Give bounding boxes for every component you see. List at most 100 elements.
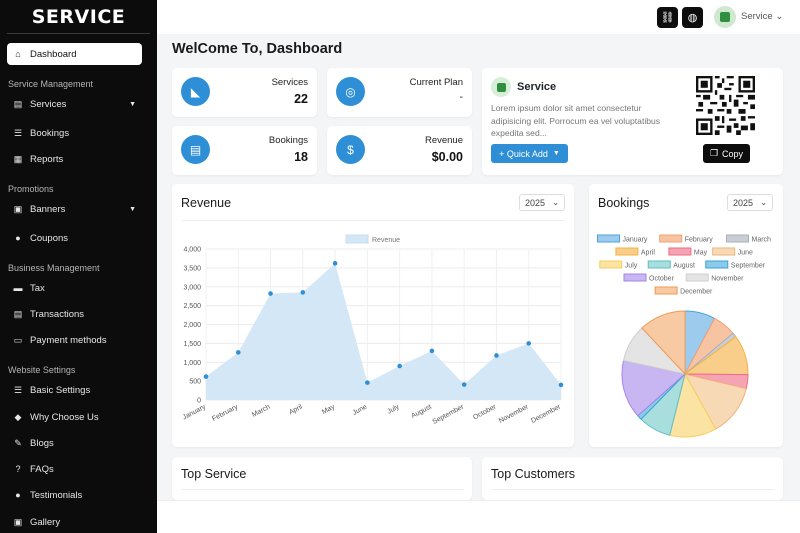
sidebar-item-label: Bookings bbox=[30, 127, 70, 139]
sidebar-item-label: Blogs bbox=[30, 437, 54, 449]
section-service-management: Service Management bbox=[8, 79, 94, 89]
sidebar-item-testimonials[interactable]: ● Testimonials bbox=[7, 484, 142, 506]
data-point bbox=[429, 348, 435, 354]
sidebar-item-transactions[interactable]: ▤ Transactions bbox=[7, 303, 142, 325]
pie-slice bbox=[621, 359, 687, 417]
legend-swatch bbox=[647, 260, 671, 269]
revenue-title: Revenue bbox=[181, 196, 232, 210]
x-tick-label: October bbox=[472, 403, 498, 421]
caret-down-icon: ▼ bbox=[129, 100, 136, 108]
bookings-chart: January February March April May June July Augu… bbox=[597, 234, 771, 438]
y-tick-label: 2,000 bbox=[183, 322, 201, 329]
list-icon: ▤ bbox=[181, 135, 210, 164]
section-website-settings: Website Settings bbox=[8, 365, 76, 375]
bookings-year-select[interactable]: 2025 ⌄ bbox=[727, 194, 773, 211]
y-tick-label: 2,500 bbox=[183, 303, 201, 310]
x-tick-label: February bbox=[211, 403, 239, 423]
sidebar-item-banners[interactable]: ▣ Banners ▼ bbox=[7, 198, 142, 220]
stat-card-bookings: ▤ Bookings 18 bbox=[172, 126, 317, 175]
sidebar-item-label: Banners bbox=[30, 203, 66, 215]
wallet-icon: ▭ bbox=[13, 335, 23, 345]
medal-icon: ◎ bbox=[336, 77, 365, 106]
divider bbox=[491, 489, 774, 490]
stat-card-revenue: $ Revenue $0.00 bbox=[327, 126, 472, 175]
stat-card-current-plan: ◎ Current Plan - bbox=[327, 68, 472, 117]
legend-label: August bbox=[673, 263, 695, 270]
legend-label: April bbox=[641, 250, 655, 257]
language-button[interactable]: ◍ bbox=[682, 7, 703, 28]
copy-button[interactable]: ❐ Copy bbox=[703, 144, 750, 163]
data-point bbox=[558, 382, 564, 388]
revenue-year-select[interactable]: 2025 ⌄ bbox=[519, 194, 565, 211]
store-icon bbox=[720, 12, 730, 22]
question-icon: ? bbox=[15, 464, 21, 474]
x-tick-label: January bbox=[182, 403, 208, 421]
stat-label: Services bbox=[271, 77, 308, 88]
stat-label: Current Plan bbox=[409, 77, 463, 88]
sidebar-item-services[interactable]: ▤ Services ▼ bbox=[7, 93, 142, 115]
sidebar-item-gallery[interactable]: ▣ Gallery bbox=[7, 511, 142, 533]
sidebar-item-why-choose-us[interactable]: ◆ Why Choose Us bbox=[7, 406, 142, 428]
tax-icon: ▬ bbox=[13, 283, 23, 293]
sidebar-item-label: Services bbox=[30, 98, 67, 110]
sidebar-item-tax[interactable]: ▬ Tax bbox=[7, 277, 142, 299]
user-name: Service bbox=[741, 11, 773, 22]
legend-swatch bbox=[685, 273, 709, 282]
chevron-down-icon: ⌄ bbox=[552, 198, 559, 207]
x-tick-label: June bbox=[352, 404, 369, 417]
home-icon: ⌂ bbox=[15, 49, 21, 59]
y-tick-label: 500 bbox=[189, 379, 201, 386]
quick-add-button[interactable]: + Quick Add ▼ bbox=[491, 144, 568, 163]
sidebar-item-faqs[interactable]: ? FAQs bbox=[7, 458, 142, 480]
receipt-icon: ▤ bbox=[13, 309, 23, 319]
data-point bbox=[365, 380, 370, 385]
x-tick-label: December bbox=[530, 403, 562, 425]
data-point bbox=[235, 350, 241, 355]
data-point bbox=[526, 341, 532, 346]
legend-label: October bbox=[649, 276, 675, 283]
sidebar-item-label: Why Choose Us bbox=[30, 411, 99, 423]
sidebar-item-label: Payment methods bbox=[30, 334, 107, 346]
section-promotions: Promotions bbox=[8, 184, 54, 194]
data-point bbox=[268, 291, 273, 296]
legend-swatch bbox=[654, 286, 678, 295]
service-description: Lorem ipsum dolor sit amet consectetur a… bbox=[491, 103, 661, 138]
legend-swatch bbox=[345, 234, 369, 244]
list-icon: ☰ bbox=[13, 128, 23, 138]
store-icon bbox=[491, 77, 511, 97]
user-menu[interactable]: Service ⌄ bbox=[741, 11, 783, 22]
sidebar-item-basic-settings[interactable]: ☰ Basic Settings bbox=[7, 379, 142, 401]
x-tick-label: May bbox=[321, 403, 336, 416]
y-tick-label: 1,000 bbox=[183, 360, 201, 367]
stat-value: 18 bbox=[294, 150, 308, 164]
legend-swatch bbox=[668, 247, 692, 256]
avatar[interactable] bbox=[714, 6, 736, 28]
legend-label: February bbox=[685, 237, 714, 244]
legend-label: Revenue bbox=[372, 237, 400, 244]
section-business-management: Business Management bbox=[8, 263, 100, 273]
legend-label: January bbox=[623, 237, 648, 244]
brand-logo: SERVICE bbox=[7, 0, 150, 34]
sidebar: SERVICE ⌂ Dashboard Service Management ▤… bbox=[0, 0, 157, 533]
top-service-title: Top Service bbox=[181, 467, 247, 481]
coupon-icon: ● bbox=[15, 233, 21, 243]
sidebar-item-coupons[interactable]: ● Coupons bbox=[7, 227, 142, 249]
chevron-down-icon: ⌄ bbox=[775, 11, 784, 22]
legend-swatch bbox=[712, 247, 736, 256]
sidebar-item-blogs[interactable]: ✎ Blogs bbox=[7, 432, 142, 454]
top-customers-panel: Top Customers bbox=[482, 457, 783, 500]
legend-swatch bbox=[659, 234, 683, 243]
document-icon: ▤ bbox=[13, 99, 23, 109]
legend-swatch bbox=[623, 273, 647, 282]
chart-icon: ▦ bbox=[13, 154, 23, 164]
copy-label: Copy bbox=[722, 148, 744, 159]
sidebar-item-label: Gallery bbox=[30, 516, 61, 528]
sidebar-item-reports[interactable]: ▦ Reports bbox=[7, 148, 142, 170]
sidebar-item-bookings[interactable]: ☰ Bookings bbox=[7, 122, 142, 144]
link-button[interactable]: ⛓ bbox=[657, 7, 678, 28]
list-icon: ☰ bbox=[13, 385, 23, 395]
sidebar-item-dashboard[interactable]: ⌂ Dashboard bbox=[7, 43, 142, 65]
sidebar-item-payment-methods[interactable]: ▭ Payment methods bbox=[7, 329, 142, 351]
sidebar-item-label: FAQs bbox=[30, 463, 54, 475]
sidebar-item-label: Testimonials bbox=[30, 489, 83, 501]
